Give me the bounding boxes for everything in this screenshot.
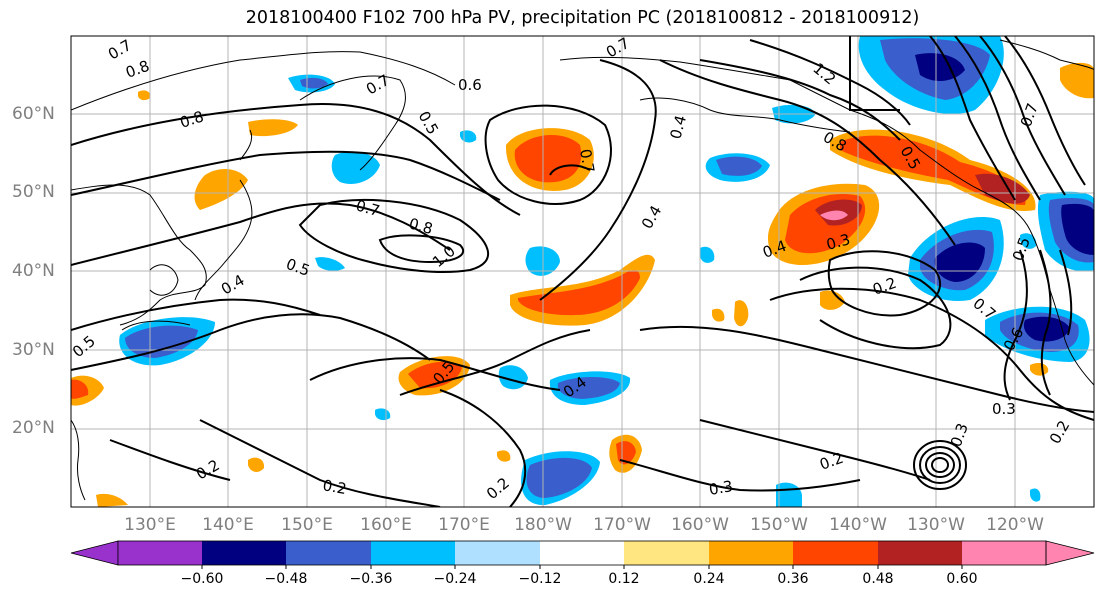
lon-label: 140°E — [202, 515, 254, 535]
lon-label: 160°E — [360, 515, 412, 535]
colorbar-segment — [202, 541, 286, 565]
precip-negative-shading — [119, 36, 1094, 507]
colorbar-extend-high — [1045, 540, 1095, 566]
lat-label: 60°N — [12, 104, 55, 124]
contour-label: 0.4 — [666, 113, 690, 141]
coastlines — [71, 39, 1094, 501]
colorbar-tick-label: 0.60 — [946, 571, 978, 587]
colorbar-tick-label: −0.24 — [433, 571, 477, 587]
lon-label: 120°W — [986, 515, 1044, 535]
lon-label: 130°E — [124, 515, 176, 535]
colorbar-segment — [118, 541, 202, 565]
figure-title: 2018100400 F102 700 hPa PV, precipitatio… — [245, 8, 920, 28]
colorbar-segment — [540, 541, 624, 565]
contour-label: 0.3 — [708, 477, 735, 499]
contour-label: 0.7 — [354, 196, 382, 220]
contour-label: 0.2 — [321, 476, 348, 498]
lat-label: 40°N — [12, 261, 55, 281]
pv-contours — [71, 36, 1094, 507]
lon-label: 130°W — [907, 515, 965, 535]
graticule — [71, 36, 1094, 507]
colorbar-tick-label: −0.12 — [518, 571, 562, 587]
lon-label: 170°W — [593, 515, 651, 535]
colorbar-segment — [793, 541, 878, 565]
colorbar-tick-label: −0.36 — [349, 571, 393, 587]
colorbar-frame — [117, 540, 1047, 566]
lon-label: 160°W — [671, 515, 729, 535]
colorbar-tick-label: 0.48 — [862, 571, 894, 587]
lat-label: 20°N — [12, 418, 55, 438]
contour-label: 0.7 — [576, 148, 598, 175]
colorbar-tick-label: −0.60 — [180, 571, 224, 587]
map-frame — [70, 35, 1095, 508]
colorbar-tick-label: −0.48 — [264, 571, 308, 587]
colorbar-tick-label: 0.36 — [777, 571, 809, 587]
colorbar-segment — [455, 541, 540, 565]
lon-label: 180°W — [514, 515, 572, 535]
colorbar-tick-label: 0.12 — [608, 571, 640, 587]
lon-label: 150°W — [750, 515, 808, 535]
contour-label: 0.6 — [458, 76, 482, 94]
contour-label: 0.3 — [824, 230, 852, 254]
lat-label: 50°N — [12, 182, 55, 202]
colorbar-segment — [962, 541, 1046, 565]
lon-label: 170°E — [438, 515, 490, 535]
precip-positive-shading — [71, 62, 1094, 507]
colorbar — [70, 540, 1095, 569]
colorbar-segment — [286, 541, 371, 565]
contour-label: 0.8 — [407, 214, 435, 238]
colorbar-tick-label: 0.24 — [693, 571, 725, 587]
contour-label: 0.3 — [992, 400, 1016, 418]
colorbar-extend-low — [70, 540, 119, 566]
colorbar-segment — [878, 541, 962, 565]
colorbar-segment — [624, 541, 709, 565]
lat-label: 30°N — [12, 340, 55, 360]
colorbar-segment — [709, 541, 793, 565]
colorbar-segment — [371, 541, 455, 565]
lon-label: 140°W — [829, 515, 887, 535]
lon-label: 150°E — [281, 515, 333, 535]
